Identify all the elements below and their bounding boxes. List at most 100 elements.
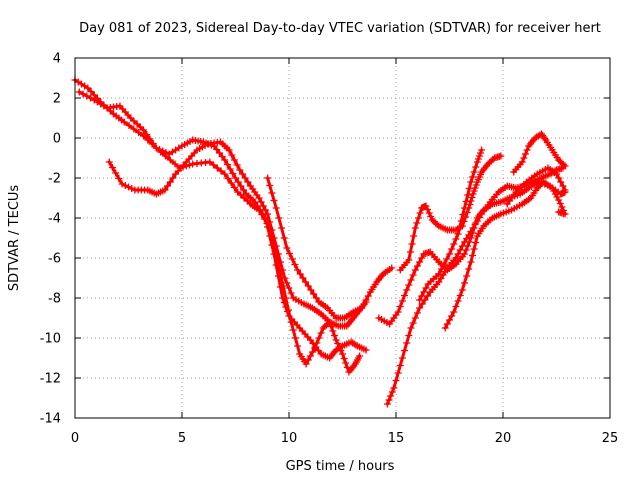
data-point [396, 303, 404, 310]
data-point [230, 156, 238, 164]
x-tick-label: 25 [602, 431, 619, 446]
data-point [234, 188, 242, 196]
data-point [437, 265, 445, 273]
series-trace-c [105, 138, 370, 330]
data-point [171, 160, 179, 168]
data-point [407, 276, 415, 284]
data-point [409, 319, 417, 327]
data-point [230, 184, 238, 191]
data-point [518, 158, 526, 166]
y-tick-label: -10 [40, 332, 61, 347]
data-point [362, 346, 370, 354]
data-point [497, 152, 505, 160]
data-point [558, 159, 566, 167]
data-point [125, 183, 132, 191]
data-point [416, 304, 424, 312]
data-point [388, 388, 396, 396]
series-trace-j [510, 130, 569, 176]
data-point [241, 174, 249, 182]
data-point [450, 240, 458, 248]
data-point [105, 158, 113, 166]
data-point [467, 234, 475, 242]
data-point [83, 92, 91, 100]
data-point [533, 184, 541, 192]
data-point [287, 289, 295, 297]
data-point [166, 156, 174, 164]
data-point [472, 239, 480, 246]
data-point [294, 342, 302, 350]
data-point [398, 354, 406, 362]
data-point [272, 261, 280, 269]
y-tick-label: -8 [48, 292, 61, 307]
data-point [251, 198, 259, 206]
x-tick-label: 20 [495, 431, 512, 446]
data-point [291, 261, 299, 268]
data-point [225, 146, 233, 154]
data-point [458, 286, 466, 294]
data-point [466, 201, 474, 208]
data-point [210, 161, 218, 169]
data-point [221, 170, 229, 178]
data-point [253, 202, 261, 210]
data-point [472, 219, 480, 227]
data-point [396, 362, 404, 369]
y-axis-label: SDTVAR / TECUs [7, 185, 22, 292]
data-point [358, 304, 366, 312]
data-point [460, 250, 468, 258]
data-point [279, 266, 287, 274]
data-point [234, 178, 242, 186]
data-point [472, 181, 480, 189]
data-point [310, 290, 318, 298]
data-point [387, 392, 395, 400]
data-point [299, 274, 307, 282]
data-point [213, 164, 221, 172]
data-point [473, 158, 481, 166]
data-point [279, 294, 287, 302]
data-point [282, 303, 290, 311]
data-point [467, 258, 475, 266]
data-point [441, 324, 449, 332]
data-point [550, 187, 558, 195]
data-point [464, 191, 472, 199]
data-point [433, 221, 441, 228]
data-point [296, 270, 304, 278]
data-point [268, 189, 276, 197]
data-point [130, 125, 138, 133]
data-point [162, 149, 170, 156]
data-point [238, 170, 246, 178]
data-point [427, 213, 435, 220]
data-point [294, 266, 302, 274]
data-point [470, 187, 478, 195]
data-point [136, 123, 144, 131]
data-point [75, 88, 83, 96]
data-point [555, 174, 563, 182]
data-point [523, 146, 531, 154]
data-point [422, 284, 430, 292]
data-point [456, 292, 464, 299]
data-point [152, 144, 160, 152]
data-point [266, 182, 274, 189]
x-tick-label: 0 [71, 431, 79, 446]
series-trace-i [441, 178, 569, 332]
y-tick-label: -4 [48, 212, 61, 227]
data-point [244, 178, 252, 186]
data-point [304, 282, 312, 290]
data-point [120, 118, 128, 126]
data-point [362, 296, 370, 304]
data-point [302, 360, 310, 368]
data-point [469, 190, 477, 198]
y-tick-label: -2 [48, 172, 61, 187]
plot-frame [74, 57, 611, 419]
data-point [467, 178, 475, 186]
data-point [556, 200, 564, 207]
data-point [321, 323, 329, 330]
data-point [551, 190, 559, 198]
data-point [87, 94, 95, 102]
series-line [385, 166, 565, 406]
data-point [435, 270, 443, 278]
data-point [229, 170, 237, 177]
data-point [559, 161, 567, 168]
data-point [236, 166, 244, 174]
data-series [71, 76, 569, 408]
data-point [278, 224, 286, 232]
